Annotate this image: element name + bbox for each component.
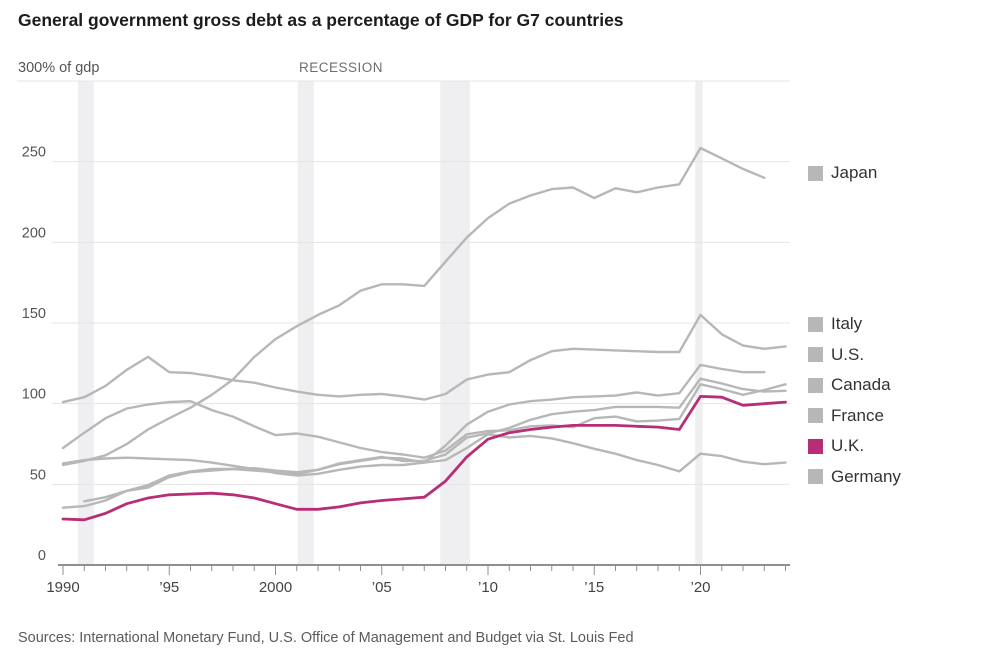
legend-label: Italy <box>831 314 863 333</box>
legend-item-uk: U.K. <box>808 436 864 456</box>
x-tick-label: ’15 <box>584 579 604 596</box>
series-line-canada <box>61 383 787 459</box>
x-tick-label: ’95 <box>159 579 179 596</box>
legend-swatch-icon <box>808 316 823 332</box>
series-line-france <box>61 377 787 509</box>
series-line-japan <box>61 146 766 467</box>
y-tick-label: 100 <box>22 387 46 403</box>
legend-item-italy: Italy <box>808 314 862 334</box>
x-tick-label: 2000 <box>259 579 292 596</box>
series-line-us <box>61 363 766 477</box>
legend-label: Germany <box>831 466 901 486</box>
x-tick-label: ’05 <box>372 579 392 596</box>
legend-swatch-icon <box>808 377 823 393</box>
y-tick-label: 250 <box>22 145 46 161</box>
x-tick-label: ’20 <box>690 579 710 596</box>
recession-label: RECESSION <box>299 60 384 75</box>
page-title: General government gross debt as a perce… <box>18 10 624 30</box>
legend-swatch-icon <box>808 469 823 484</box>
legend-item-france: France <box>808 406 884 426</box>
legend-swatch-icon <box>808 347 823 362</box>
source-note: Sources: International Monetary Fund, U.… <box>18 630 634 646</box>
legend-swatch-icon <box>808 165 823 181</box>
y-tick-label: 200 <box>22 225 46 241</box>
legend-label: U.S. <box>831 344 865 364</box>
x-tick-label: 1990 <box>46 579 79 596</box>
legend-item-germany: Germany <box>808 467 901 487</box>
series-line-germany <box>83 433 787 503</box>
legend-label: Japan <box>831 163 878 182</box>
legend-label: France <box>831 405 884 425</box>
y-tick-label: 50 <box>30 467 46 483</box>
legend-swatch-icon <box>808 408 823 423</box>
series-line-italy <box>61 313 787 404</box>
y-tick-label: 150 <box>22 306 46 322</box>
y-tick-label: 0 <box>38 548 46 564</box>
legend-swatch-icon <box>808 438 823 454</box>
y-axis-unit-label: 300% of gdp <box>18 60 100 76</box>
legend-item-canada: Canada <box>808 375 891 395</box>
debt-chart: 0 50 100 150 200 250 1990 ’95 2000 ’05 ’10 ’15 ’20 <box>17 80 790 596</box>
series-line-uk <box>61 394 787 522</box>
legend-item-us: U.S. <box>808 345 864 365</box>
x-tick-label: ’10 <box>478 579 498 596</box>
legend-label: Canada <box>831 375 891 394</box>
legend-item-japan: Japan <box>808 163 877 183</box>
legend-label: U.K. <box>831 436 865 455</box>
